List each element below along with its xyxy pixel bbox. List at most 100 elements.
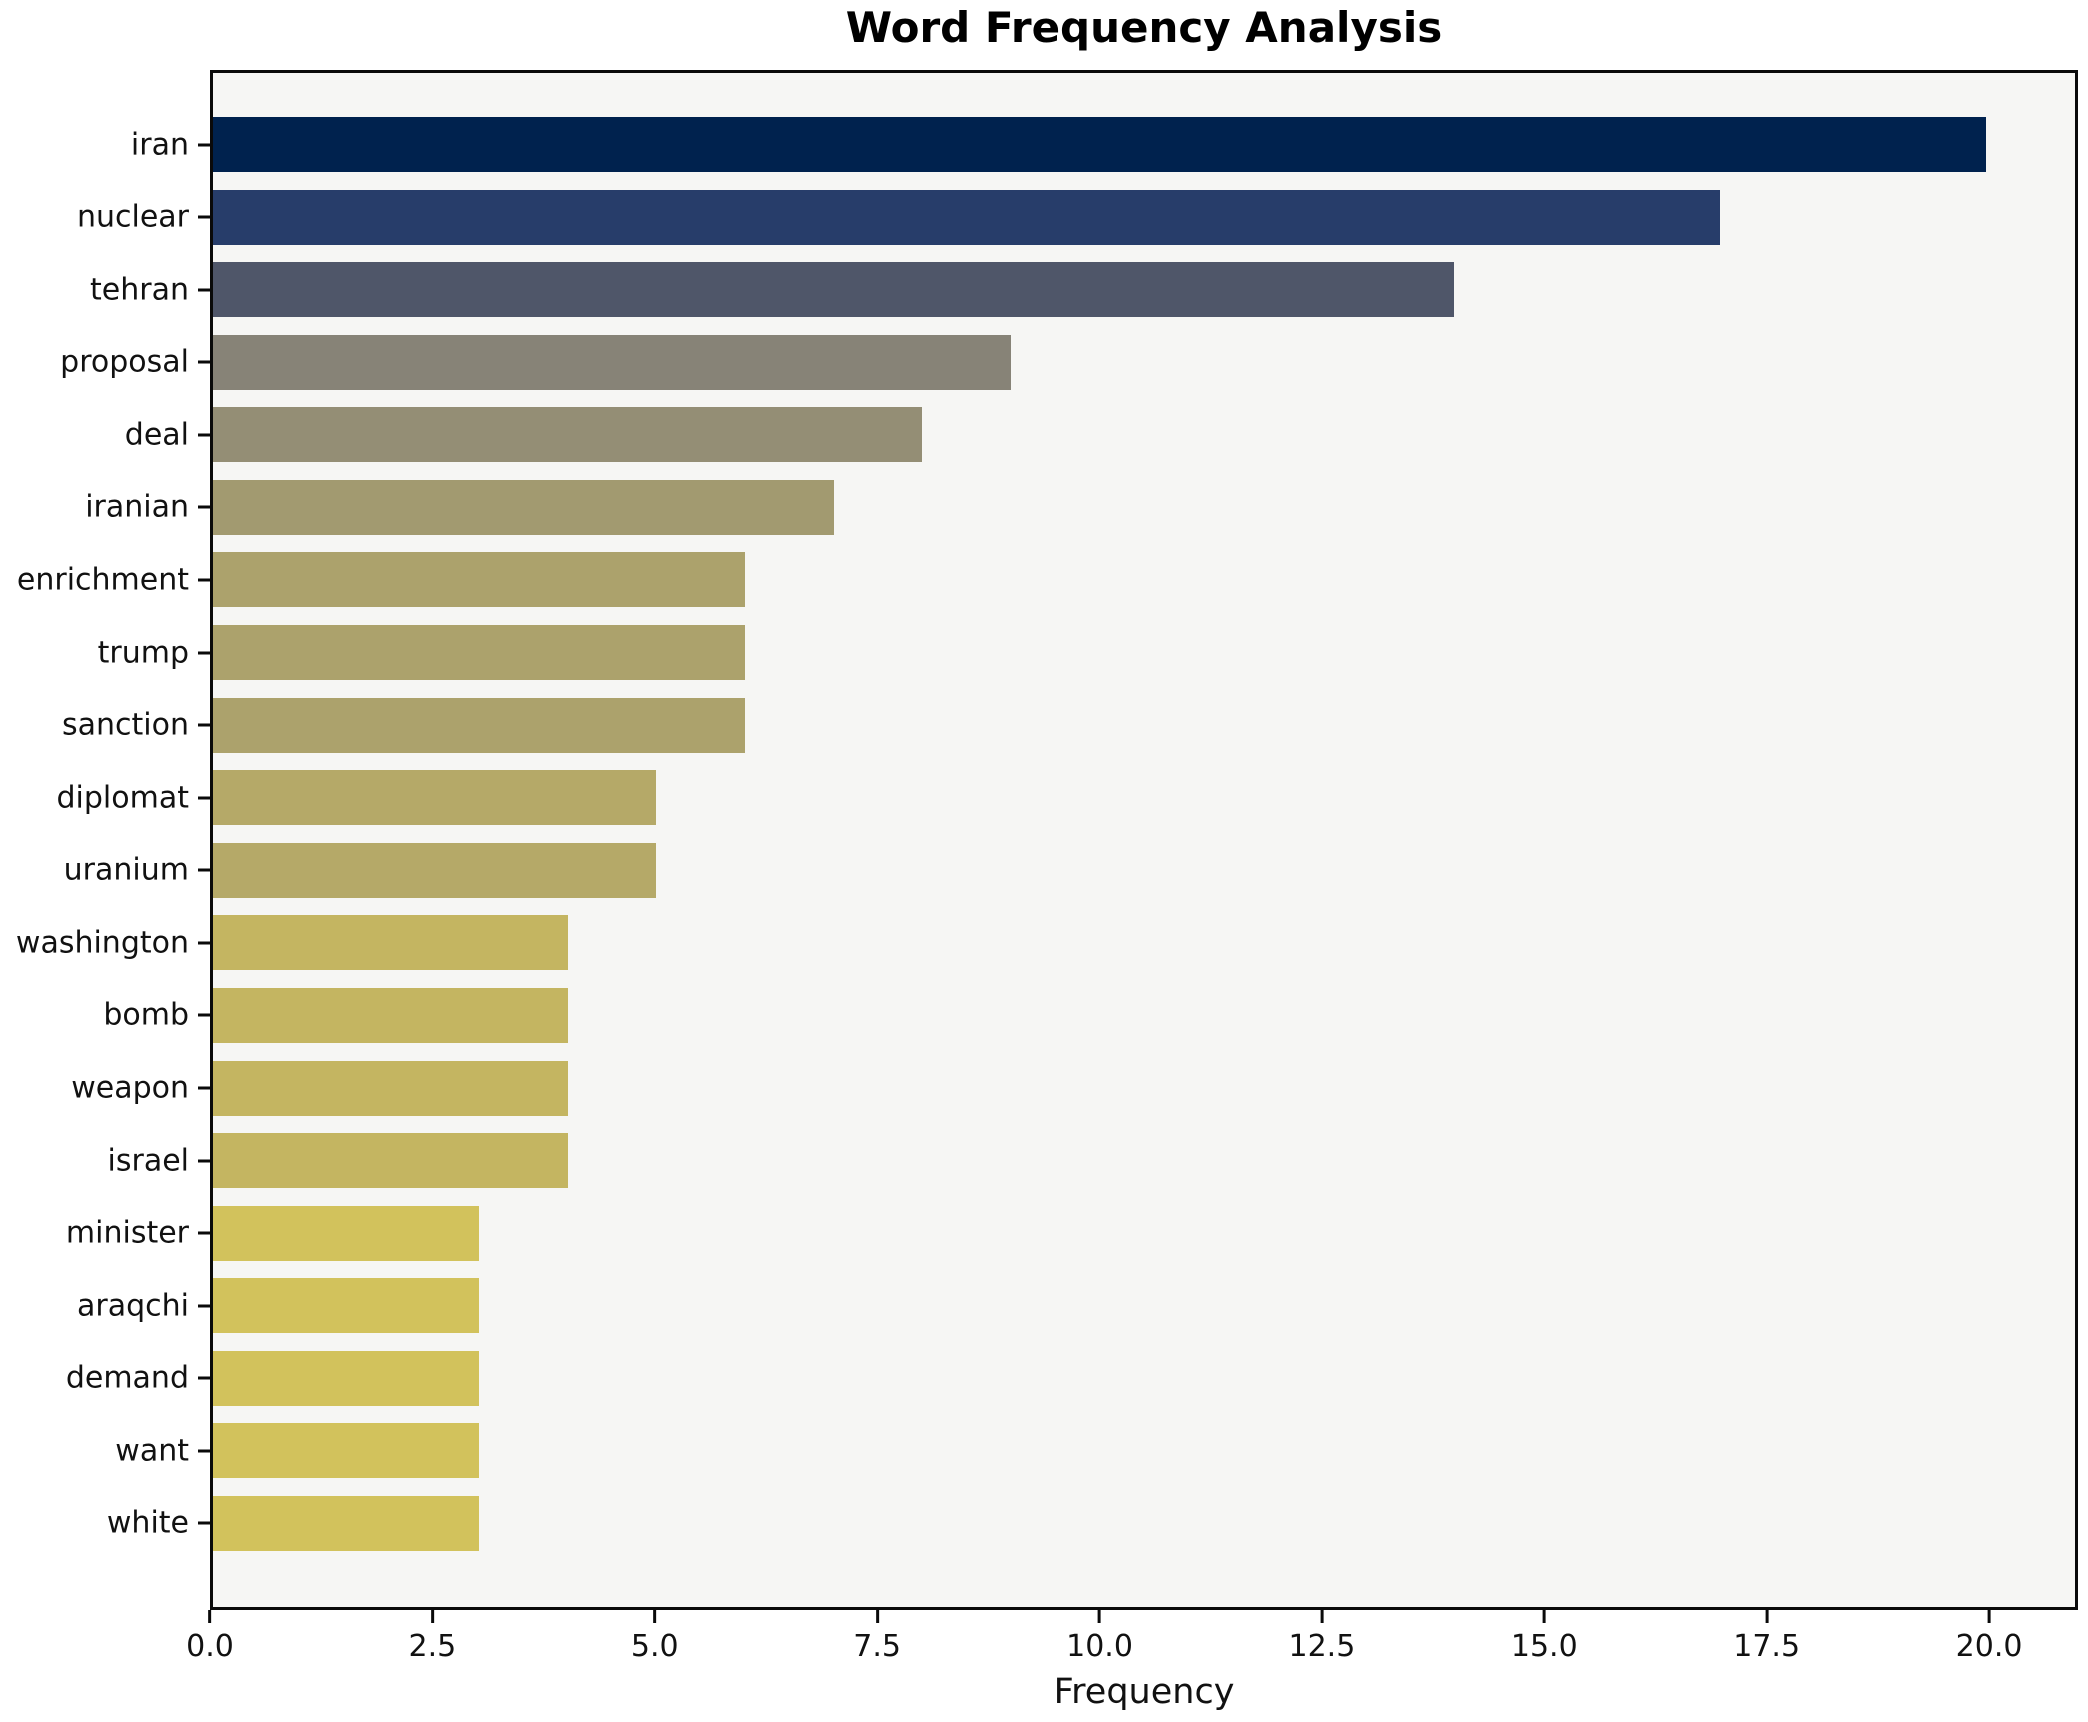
bar-row: araqchi (77, 1278, 2075, 1334)
x-tick-mark (1987, 1610, 1991, 1623)
bar-row: want (115, 1423, 2075, 1479)
x-axis-label: Frequency (1053, 1672, 1235, 1712)
y-tick-mark (198, 1449, 210, 1453)
bar-row: sanction (62, 697, 2075, 753)
x-tick-label: 2.5 (408, 1629, 457, 1664)
bar-row: white (107, 1495, 2075, 1551)
x-tick-label: 20.0 (1955, 1629, 2023, 1664)
x-tick-label: 7.5 (853, 1629, 901, 1664)
x-axis-ticks: 0.0 2.5 5.0 7.5 10.0 12.5 15.0 17.5 20.0 (186, 1610, 2078, 1674)
bar-weapon (213, 1060, 568, 1116)
y-tick-label-israel: israel (107, 1143, 189, 1179)
bar-proposal (213, 334, 1011, 390)
x-tick-mark (430, 1610, 434, 1623)
x-tick-mark (1320, 1610, 1324, 1623)
bar-iranian (213, 479, 834, 535)
bar-row: iran (131, 117, 2075, 172)
x-tick-label: 0.0 (186, 1629, 234, 1664)
y-tick-mark (198, 723, 210, 727)
chart-title: Word Frequency Analysis (845, 3, 1443, 52)
y-tick-mark (198, 215, 210, 219)
bar-enrichment (213, 552, 745, 608)
y-tick-mark (198, 1159, 210, 1163)
x-tick: 7.5 (853, 1610, 901, 1664)
y-tick-label-weapon: weapon (71, 1070, 189, 1106)
bar-row: tehran (90, 262, 2075, 318)
y-tick-mark (198, 143, 210, 146)
bar-row: iranian (85, 479, 2075, 535)
y-tick-label-iran: iran (130, 127, 189, 162)
y-tick-mark (198, 1013, 210, 1017)
bar-want (213, 1423, 479, 1479)
y-tick-mark (198, 433, 210, 437)
y-tick-label-demand: demand (65, 1360, 189, 1396)
x-tick-mark (875, 1610, 879, 1623)
bar-israel (213, 1133, 568, 1189)
bar-tehran (213, 262, 1455, 318)
bar-row: proposal (60, 334, 2075, 390)
x-tick-label: 12.5 (1288, 1629, 1356, 1664)
y-tick-mark (198, 505, 210, 509)
x-tick: 20.0 (1955, 1610, 2023, 1664)
bar-demand (213, 1350, 479, 1406)
y-tick-label-want: want (115, 1433, 189, 1469)
y-tick-mark (198, 1304, 210, 1308)
bar-white (213, 1495, 479, 1551)
bar-iran (213, 117, 1987, 172)
bar-row: diplomat (57, 770, 2075, 826)
bar-row: nuclear (77, 189, 2075, 245)
y-tick-label-deal: deal (124, 417, 189, 453)
bar-minister (213, 1205, 479, 1261)
y-tick-mark (198, 1086, 210, 1090)
bar-row: washington (16, 915, 2075, 971)
y-tick-mark (198, 360, 210, 364)
y-tick-label-diplomat: diplomat (56, 780, 189, 816)
bar-araqchi (213, 1278, 479, 1334)
bar-row: demand (66, 1350, 2075, 1406)
y-tick-label-tehran: tehran (90, 272, 189, 308)
y-tick-label-sanction: sanction (62, 707, 189, 743)
y-tick-mark (198, 941, 210, 945)
bar-row: trump (98, 625, 2075, 681)
bar-row: uranium (64, 842, 2075, 898)
y-tick-mark (198, 1521, 210, 1525)
x-tick: 17.5 (1733, 1610, 1800, 1664)
plot-area: iran nuclear tehran proposal deal iranian enri… (16, 70, 2078, 1610)
y-tick-label-uranium: uranium (63, 852, 189, 888)
bar-uranium (213, 842, 657, 898)
y-tick-label-bomb: bomb (103, 997, 189, 1033)
y-tick-mark (198, 1231, 210, 1235)
y-tick-mark (198, 796, 210, 800)
x-tick-mark (653, 1610, 657, 1623)
bar-row: deal (125, 407, 2075, 463)
bar-bomb (213, 987, 568, 1043)
bars: iran nuclear tehran proposal deal iranian enri… (16, 73, 2075, 1607)
bar-diplomat (213, 770, 657, 826)
x-tick-mark (1542, 1610, 1546, 1623)
x-tick-label: 17.5 (1733, 1629, 1801, 1664)
y-tick-label-washington: washington (15, 925, 189, 961)
x-tick: 10.0 (1066, 1610, 1133, 1664)
bar-row: bomb (103, 987, 2075, 1043)
bar-row: israel (108, 1133, 2075, 1189)
y-tick-label-trump: trump (97, 635, 189, 671)
bar-nuclear (213, 189, 1721, 245)
y-tick-label-minister: minister (65, 1215, 189, 1251)
x-tick-label: 15.0 (1510, 1629, 1578, 1664)
bar-row: minister (66, 1205, 2075, 1261)
x-tick-mark (1765, 1610, 1769, 1623)
x-tick: 12.5 (1288, 1610, 1355, 1664)
y-tick-mark (198, 578, 210, 582)
bar-sanction (213, 697, 745, 753)
bar-trump (213, 625, 745, 681)
y-tick-label-proposal: proposal (60, 344, 189, 380)
y-tick-label-iranian: iranian (85, 489, 189, 525)
bar-row: weapon (71, 1060, 2075, 1116)
bar-row: enrichment (17, 552, 2075, 608)
y-tick-label-nuclear: nuclear (76, 199, 189, 235)
y-tick-mark (198, 288, 210, 292)
y-tick-mark (198, 651, 210, 655)
x-tick-label: 5.0 (630, 1629, 679, 1664)
x-tick: 5.0 (631, 1610, 679, 1664)
